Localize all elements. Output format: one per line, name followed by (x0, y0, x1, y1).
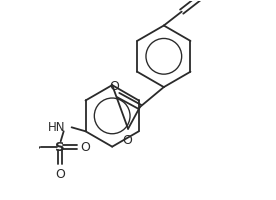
Text: O: O (55, 168, 65, 181)
Text: O: O (122, 134, 132, 147)
Text: O: O (81, 141, 91, 154)
Text: HN: HN (48, 121, 66, 134)
Text: O: O (109, 80, 119, 93)
Text: S: S (55, 141, 65, 154)
